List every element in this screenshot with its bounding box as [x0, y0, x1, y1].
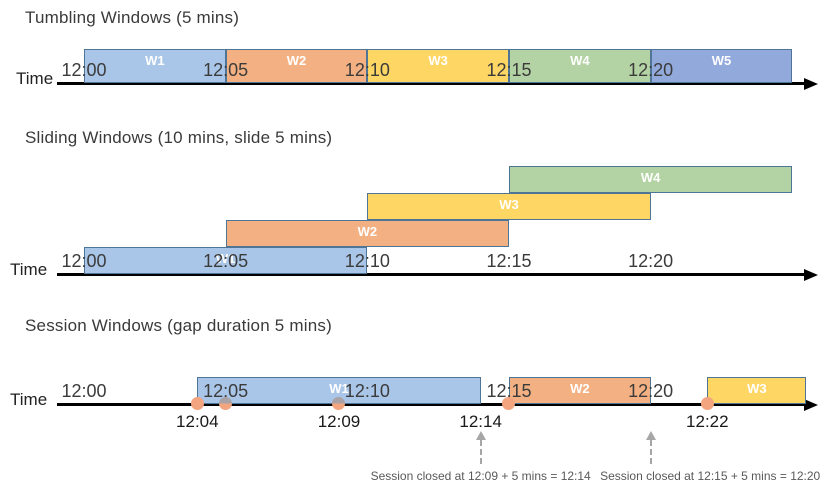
session-closed-note: Session closed at 12:15 + 5 mins = 12:20	[600, 469, 821, 483]
window-label-w1: W1	[145, 53, 165, 68]
tick-label: 12:20	[628, 381, 674, 401]
tick-label: 12:00	[61, 60, 107, 80]
time-axis-label: Time	[10, 390, 48, 409]
window-box-w4	[508, 49, 651, 83]
event-dot	[219, 397, 233, 410]
note-arrow-icon	[645, 431, 656, 464]
time-axis-arrowhead-icon	[804, 268, 818, 281]
window-label-w3: W3	[428, 53, 448, 68]
event-time-label: 12:09	[317, 412, 361, 431]
time-axis-arrowhead-icon	[804, 77, 818, 90]
tumbling-section-title: Tumbling Windows (5 mins)	[25, 8, 240, 27]
tick-label: 12:00	[61, 251, 107, 271]
window-label-w2: W2	[357, 224, 378, 239]
arrow-head-icon	[475, 431, 486, 440]
time-axis-line	[57, 82, 804, 85]
window-box-w3	[707, 377, 807, 404]
tick-label: 12:10	[344, 60, 390, 80]
event-time-label: 12:22	[686, 412, 729, 431]
event-dot	[700, 397, 714, 410]
tick-label: 12:15	[486, 381, 532, 401]
tick-label: 12:05	[203, 60, 249, 80]
tick-label: 12:05	[203, 381, 249, 401]
window-box-w3	[367, 49, 509, 83]
tick-label: 12:10	[344, 381, 390, 401]
window-label-w3: W3	[747, 381, 767, 396]
window-label-w2: W2	[286, 53, 307, 68]
sliding-section-title: Sliding Windows (10 mins, slide 5 mins)	[25, 128, 333, 147]
session-section-title: Session Windows (gap duration 5 mins)	[25, 316, 332, 335]
session-closed-note: Session closed at 12:09 + 5 mins = 12:14	[370, 469, 591, 483]
time-axis-line	[57, 403, 804, 406]
tick-label: 12:20	[628, 251, 674, 271]
tick-label: 12:00	[61, 381, 107, 401]
session-windows-section: Session Windows (gap duration 5 mins) Ti…	[0, 290, 829, 498]
window-box-w4	[508, 166, 793, 193]
window-label-w1: W1	[215, 251, 236, 266]
arrow-dashed-stem	[649, 440, 652, 464]
event-time-label: 12:04	[176, 412, 219, 431]
tick-label: 12:15	[486, 251, 532, 271]
note-arrow-icon	[475, 431, 486, 464]
window-box-w5	[650, 49, 793, 83]
window-label-w1: W1	[329, 381, 349, 396]
window-label-w2: W2	[570, 381, 590, 396]
arrow-dashed-stem	[479, 440, 482, 464]
window-label-w4: W4	[570, 53, 590, 68]
time-axis-label: Time	[10, 260, 48, 279]
window-box-w3	[367, 193, 651, 220]
time-axis-line	[57, 273, 804, 276]
event-dot	[332, 397, 346, 410]
window-box-w2	[225, 220, 509, 247]
event-time-label: 12:14	[459, 412, 502, 431]
time-axis-arrowhead-icon	[804, 398, 818, 411]
tick-label: 12:10	[344, 251, 390, 271]
window-box-w2	[225, 49, 368, 83]
sliding-windows-section: Sliding Windows (10 mins, slide 5 mins) …	[0, 118, 829, 290]
tumbling-windows-section: Tumbling Windows (5 mins) Time W1 W2 W3 W4 W…	[0, 0, 829, 118]
tick-label: 12:15	[486, 60, 532, 80]
window-box-w1	[84, 49, 226, 83]
tick-label: 12:20	[628, 60, 674, 80]
time-axis-label: Time	[16, 69, 54, 88]
window-box-w1	[84, 247, 368, 274]
tick-label: 12:05	[203, 251, 249, 271]
window-label-w5: W5	[711, 53, 732, 68]
window-label-w3: W3	[499, 197, 519, 212]
event-dot	[190, 397, 204, 410]
arrow-head-icon	[645, 431, 656, 440]
window-label-w4: W4	[640, 170, 661, 185]
event-dot	[502, 397, 516, 410]
window-box-w2	[508, 377, 651, 404]
